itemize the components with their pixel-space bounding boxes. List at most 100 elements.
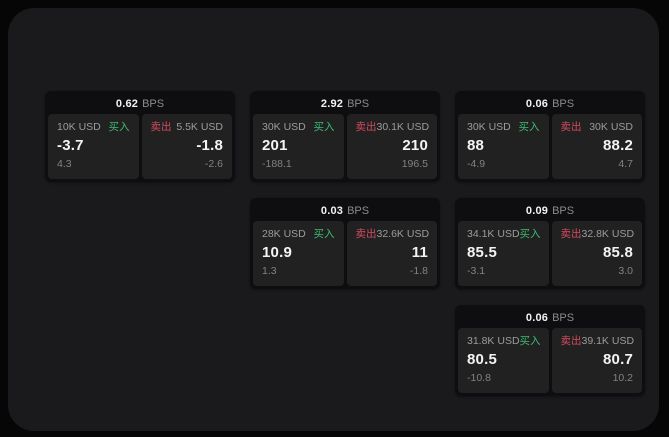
buy-price: 201 — [262, 136, 288, 154]
buy-delta: -3.1 — [467, 265, 486, 277]
sell-amount: 32.8K USD — [581, 228, 635, 240]
sell-delta: -2.6 — [204, 158, 223, 170]
sell-price: 85.8 — [603, 243, 633, 261]
sell-amount: 5.5K USD — [176, 121, 223, 133]
sell-price: -1.8 — [196, 136, 223, 154]
spread-unit: BPS — [347, 97, 370, 110]
spread-unit: BPS — [142, 97, 165, 110]
sell-price: 88.2 — [603, 136, 633, 154]
quote-card: 2.92 BPS 30K USD 买入 201 -188.1 卖出 30.1K … — [250, 91, 440, 182]
buy-amount: 28K USD — [262, 228, 306, 240]
buy-price: 88 — [467, 136, 485, 154]
sell-label-row: 卖出 39.1K USD — [560, 335, 635, 347]
quote-panels: 30K USD 买入 88 -4.9 卖出 30K USD 88.2 4.7 — [455, 114, 645, 182]
buy-panel[interactable]: 30K USD 买入 88 -4.9 — [458, 114, 549, 179]
buy-delta: -188.1 — [262, 158, 292, 170]
quote-panels: 30K USD 买入 201 -188.1 卖出 30.1K USD 210 1… — [250, 114, 440, 182]
spread-header: 0.06 BPS — [455, 305, 645, 328]
buy-label-row: 34.1K USD 买入 — [467, 228, 541, 240]
sell-price: 11 — [411, 243, 428, 261]
spread-unit: BPS — [552, 97, 575, 110]
sell-tag: 卖出 — [560, 228, 582, 240]
spread-value: 0.06 — [525, 97, 549, 110]
buy-tag: 买入 — [519, 228, 541, 240]
spread-value: 0.09 — [525, 204, 549, 217]
buy-tag: 买入 — [108, 121, 130, 133]
spread-value: 0.62 — [115, 97, 139, 110]
app-window: 0.62 BPS 10K USD 买入 -3.7 4.3 卖出 5.5K USD — [8, 8, 659, 431]
sell-delta: 10.2 — [612, 372, 633, 384]
spread-header: 0.09 BPS — [455, 198, 645, 221]
quote-card: 0.03 BPS 28K USD 买入 10.9 1.3 卖出 32.6K US… — [250, 198, 440, 289]
buy-label-row: 10K USD 买入 — [57, 121, 130, 133]
buy-delta: -4.9 — [467, 158, 486, 170]
buy-tag: 买入 — [313, 121, 335, 133]
sell-tag: 卖出 — [560, 121, 582, 133]
buy-amount: 30K USD — [262, 121, 306, 133]
buy-delta: 4.3 — [57, 158, 72, 170]
buy-amount: 10K USD — [57, 121, 101, 133]
buy-delta: -10.8 — [467, 372, 491, 384]
sell-panel[interactable]: 卖出 30K USD 88.2 4.7 — [551, 114, 642, 179]
sell-label-row: 卖出 30K USD — [561, 121, 634, 133]
buy-tag: 买入 — [518, 121, 540, 133]
buy-label-row: 31.8K USD 买入 — [467, 335, 541, 347]
buy-price: 10.9 — [262, 243, 292, 261]
sell-amount: 30.1K USD — [376, 121, 430, 133]
sell-label-row: 卖出 30.1K USD — [355, 121, 430, 133]
buy-panel[interactable]: 34.1K USD 买入 85.5 -3.1 — [458, 221, 549, 286]
spread-value: 0.03 — [320, 204, 344, 217]
sell-amount: 30K USD — [589, 121, 633, 133]
sell-panel[interactable]: 卖出 30.1K USD 210 196.5 — [346, 114, 437, 179]
buy-amount: 34.1K USD — [467, 228, 520, 240]
spread-unit: BPS — [552, 311, 575, 324]
sell-tag: 卖出 — [560, 335, 582, 347]
spread-unit: BPS — [347, 204, 370, 217]
sell-label-row: 卖出 32.8K USD — [560, 228, 635, 240]
sell-label-row: 卖出 5.5K USD — [151, 121, 224, 133]
sell-panel[interactable]: 卖出 32.8K USD 85.8 3.0 — [551, 221, 642, 286]
sell-delta: 196.5 — [401, 158, 428, 170]
sell-tag: 卖出 — [355, 121, 377, 133]
sell-tag: 卖出 — [150, 121, 172, 133]
buy-tag: 买入 — [313, 228, 335, 240]
sell-tag: 卖出 — [355, 228, 377, 240]
sell-amount: 32.6K USD — [376, 228, 430, 240]
spread-header: 0.03 BPS — [250, 198, 440, 221]
buy-amount: 30K USD — [467, 121, 511, 133]
buy-panel[interactable]: 10K USD 买入 -3.7 4.3 — [48, 114, 139, 179]
buy-label-row: 30K USD 买入 — [467, 121, 540, 133]
quote-panels: 34.1K USD 买入 85.5 -3.1 卖出 32.8K USD 85.8… — [455, 221, 645, 289]
sell-price: 80.7 — [603, 350, 633, 368]
sell-delta: 4.7 — [618, 158, 633, 170]
sell-panel[interactable]: 卖出 32.6K USD 11 -1.8 — [346, 221, 437, 286]
buy-price: 80.5 — [467, 350, 497, 368]
spread-header: 0.62 BPS — [45, 91, 235, 114]
sell-amount: 39.1K USD — [581, 335, 635, 347]
quote-card: 0.06 BPS 31.8K USD 买入 80.5 -10.8 卖出 39.1… — [455, 305, 645, 396]
buy-panel[interactable]: 30K USD 买入 201 -188.1 — [253, 114, 344, 179]
sell-delta: -1.8 — [409, 265, 428, 277]
sell-delta: 3.0 — [618, 265, 633, 277]
buy-panel[interactable]: 28K USD 买入 10.9 1.3 — [253, 221, 344, 286]
buy-price: -3.7 — [57, 136, 84, 154]
quote-panels: 10K USD 买入 -3.7 4.3 卖出 5.5K USD -1.8 -2.… — [45, 114, 235, 182]
buy-delta: 1.3 — [262, 265, 277, 277]
buy-price: 85.5 — [467, 243, 497, 261]
sell-panel[interactable]: 卖出 39.1K USD 80.7 10.2 — [551, 328, 642, 393]
buy-tag: 买入 — [519, 335, 541, 347]
quote-panels: 31.8K USD 买入 80.5 -10.8 卖出 39.1K USD 80.… — [455, 328, 645, 396]
buy-panel[interactable]: 31.8K USD 买入 80.5 -10.8 — [458, 328, 549, 393]
spread-value: 2.92 — [320, 97, 344, 110]
sell-price: 210 — [402, 136, 428, 154]
spread-header: 0.06 BPS — [455, 91, 645, 114]
sell-panel[interactable]: 卖出 5.5K USD -1.8 -2.6 — [141, 114, 232, 179]
spread-value: 0.06 — [525, 311, 549, 324]
quote-card: 0.06 BPS 30K USD 买入 88 -4.9 卖出 30K USD — [455, 91, 645, 182]
quote-card: 0.09 BPS 34.1K USD 买入 85.5 -3.1 卖出 32.8K… — [455, 198, 645, 289]
quote-panels: 28K USD 买入 10.9 1.3 卖出 32.6K USD 11 -1.8 — [250, 221, 440, 289]
spread-unit: BPS — [552, 204, 575, 217]
quote-card: 0.62 BPS 10K USD 买入 -3.7 4.3 卖出 5.5K USD — [45, 91, 235, 182]
buy-amount: 31.8K USD — [467, 335, 520, 347]
quote-cards-grid: 0.62 BPS 10K USD 买入 -3.7 4.3 卖出 5.5K USD — [45, 91, 645, 396]
